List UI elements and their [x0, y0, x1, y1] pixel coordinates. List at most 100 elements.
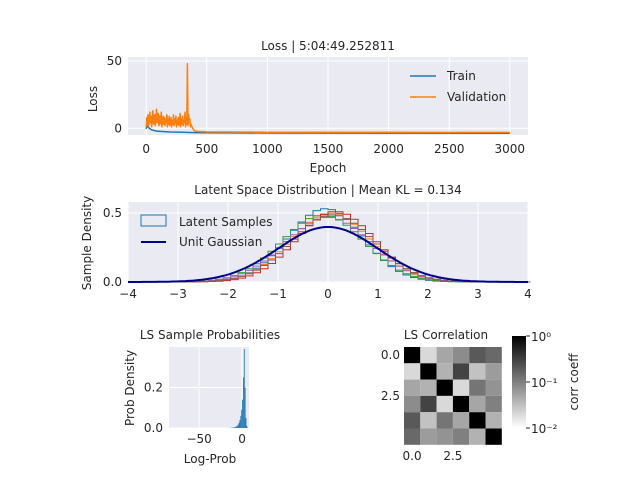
- correlation-cell: [404, 412, 421, 429]
- correlation-cell: [469, 395, 486, 413]
- loss-y-tick-label: 50: [107, 54, 122, 68]
- probabilities-bar: [236, 425, 238, 428]
- correlation-cell: [436, 379, 453, 396]
- latent-legend: Latent Samples Unit Gaussian: [140, 214, 273, 249]
- correlation-cell: [452, 363, 470, 380]
- probabilities-y-axis-label: Prob Density: [123, 350, 137, 426]
- correlation-cell: [469, 363, 486, 380]
- correlation-cell: [485, 363, 502, 380]
- correlation-cell: [436, 412, 453, 429]
- probabilities-bar: [242, 377, 244, 429]
- latent-x-tick-label: −3: [169, 287, 187, 301]
- loss-legend: Train Validation: [410, 69, 506, 104]
- latent-x-tick-label: 0: [324, 287, 332, 301]
- correlation-cell: [452, 347, 470, 364]
- correlation-cell: [485, 395, 502, 413]
- latent-x-tick-label: 3: [474, 287, 482, 301]
- loss-series-validation-line: [145, 62, 510, 134]
- correlation-cell: [485, 347, 502, 364]
- latent-y-tick-label: 0.0: [103, 275, 122, 289]
- correlation-x-tick-label: 0.0: [403, 449, 422, 463]
- latent-x-tick-label: 4: [524, 287, 532, 301]
- legend-latent-samples-label: Latent Samples: [179, 215, 273, 229]
- probabilities-y-tick-label: 0.0: [144, 421, 163, 435]
- loss-x-tick-label: 0: [142, 142, 150, 156]
- latent-x-tick-label: −1: [269, 287, 287, 301]
- probabilities-bar: [243, 349, 245, 428]
- latent-y-tick-label: 0.5: [103, 206, 122, 220]
- latent-histogram-6: [133, 214, 531, 283]
- colorbar-tick-label: 10⁻¹: [531, 376, 558, 390]
- probabilities-bar: [237, 424, 239, 428]
- colorbar-tick-label: 10⁰: [531, 330, 551, 344]
- probabilities-y-tick-label: 0.2: [144, 381, 163, 395]
- correlation-y-tick-label: 2.5: [381, 389, 400, 403]
- loss-chart: 0 500 1000 1500 2000 2500 3000 0 50 Loss | 5:04:…: [86, 39, 528, 175]
- latent-x-tick-label: −4: [119, 287, 137, 301]
- probabilities-bar: [238, 422, 240, 428]
- correlation-cell: [420, 363, 437, 380]
- correlation-cell: [420, 347, 437, 364]
- probabilities-bar: [234, 427, 236, 428]
- legend-validation-label: Validation: [447, 90, 506, 104]
- correlation-cell: [436, 347, 453, 364]
- correlation-cell: [420, 395, 437, 413]
- correlation-cell: [452, 379, 470, 396]
- loss-y-axis-label: Loss: [86, 86, 100, 112]
- correlation-cell: [485, 412, 502, 429]
- correlation-cell: [469, 412, 486, 429]
- legend-unit-gaussian-label: Unit Gaussian: [179, 235, 262, 249]
- correlation-cell: [469, 428, 486, 445]
- correlation-cell: [404, 395, 421, 413]
- probabilities-bar: [241, 409, 243, 428]
- correlation-x-tick-label: 2.5: [443, 449, 462, 463]
- correlation-cell: [452, 412, 470, 429]
- loss-x-axis-label: Epoch: [310, 161, 347, 175]
- sample-probabilities-chart: −50 0 0.0 0.2 LS Sample Probabilities Log-P…: [123, 328, 280, 466]
- latent-distribution-chart: −4 −3 −2 −1 0 1 2 3 4 0.0 0.5 Latent Space Distrib…: [80, 183, 532, 301]
- correlation-cell: [485, 428, 502, 445]
- correlation-cell: [436, 428, 453, 445]
- latent-x-tick-label: 1: [374, 287, 382, 301]
- correlation-cell: [420, 379, 437, 396]
- loss-x-tick-label: 500: [195, 142, 218, 156]
- legend-train-label: Train: [446, 69, 476, 83]
- probabilities-bar: [233, 427, 235, 428]
- correlation-cell: [436, 363, 453, 380]
- probabilities-bar: [244, 387, 246, 428]
- loss-y-tick-label: 0: [114, 121, 122, 135]
- colorbar: [512, 336, 526, 428]
- correlation-cell: [420, 412, 437, 429]
- loss-x-tick-label: 2000: [373, 142, 404, 156]
- correlation-cell: [469, 379, 486, 396]
- correlation-cell: [485, 379, 502, 396]
- probabilities-chart-title: LS Sample Probabilities: [140, 328, 280, 342]
- colorbar-label: corr coeff: [567, 353, 581, 411]
- correlation-cell: [469, 347, 486, 364]
- correlation-chart-title: LS Correlation: [404, 328, 488, 342]
- correlation-cell: [452, 428, 470, 445]
- probabilities-bar: [245, 417, 247, 429]
- probabilities-bar: [242, 399, 243, 428]
- correlation-cell: [404, 428, 421, 445]
- correlation-cell: [404, 379, 421, 396]
- correlation-cell: [404, 363, 421, 380]
- correlation-cell: [420, 428, 437, 445]
- probabilities-x-axis-label: Log-Prob: [184, 452, 236, 466]
- loss-series-train-line: [145, 124, 510, 135]
- probabilities-bar: [236, 426, 237, 428]
- latent-chart-title: Latent Space Distribution | Mean KL = 0.…: [194, 183, 461, 197]
- correlation-cell: [404, 347, 421, 364]
- legend-latent-samples-swatch: [140, 214, 167, 227]
- colorbar-tick-label: 10⁻²: [531, 422, 558, 436]
- latent-y-axis-label: Sample Density: [80, 196, 94, 290]
- latent-x-tick-label: 2: [424, 287, 432, 301]
- probabilities-bar: [240, 415, 242, 428]
- correlation-chart: 0.0 2.50.02.5 LS Correlation 10⁰10⁻¹10⁻² …: [381, 328, 581, 463]
- loss-x-tick-label: 2500: [434, 142, 465, 156]
- latent-x-tick-label: −2: [219, 287, 237, 301]
- probabilities-x-tick-label: −50: [186, 432, 211, 446]
- probabilities-x-tick-label: 0: [238, 432, 246, 446]
- correlation-y-tick-label: 0.0: [381, 348, 400, 362]
